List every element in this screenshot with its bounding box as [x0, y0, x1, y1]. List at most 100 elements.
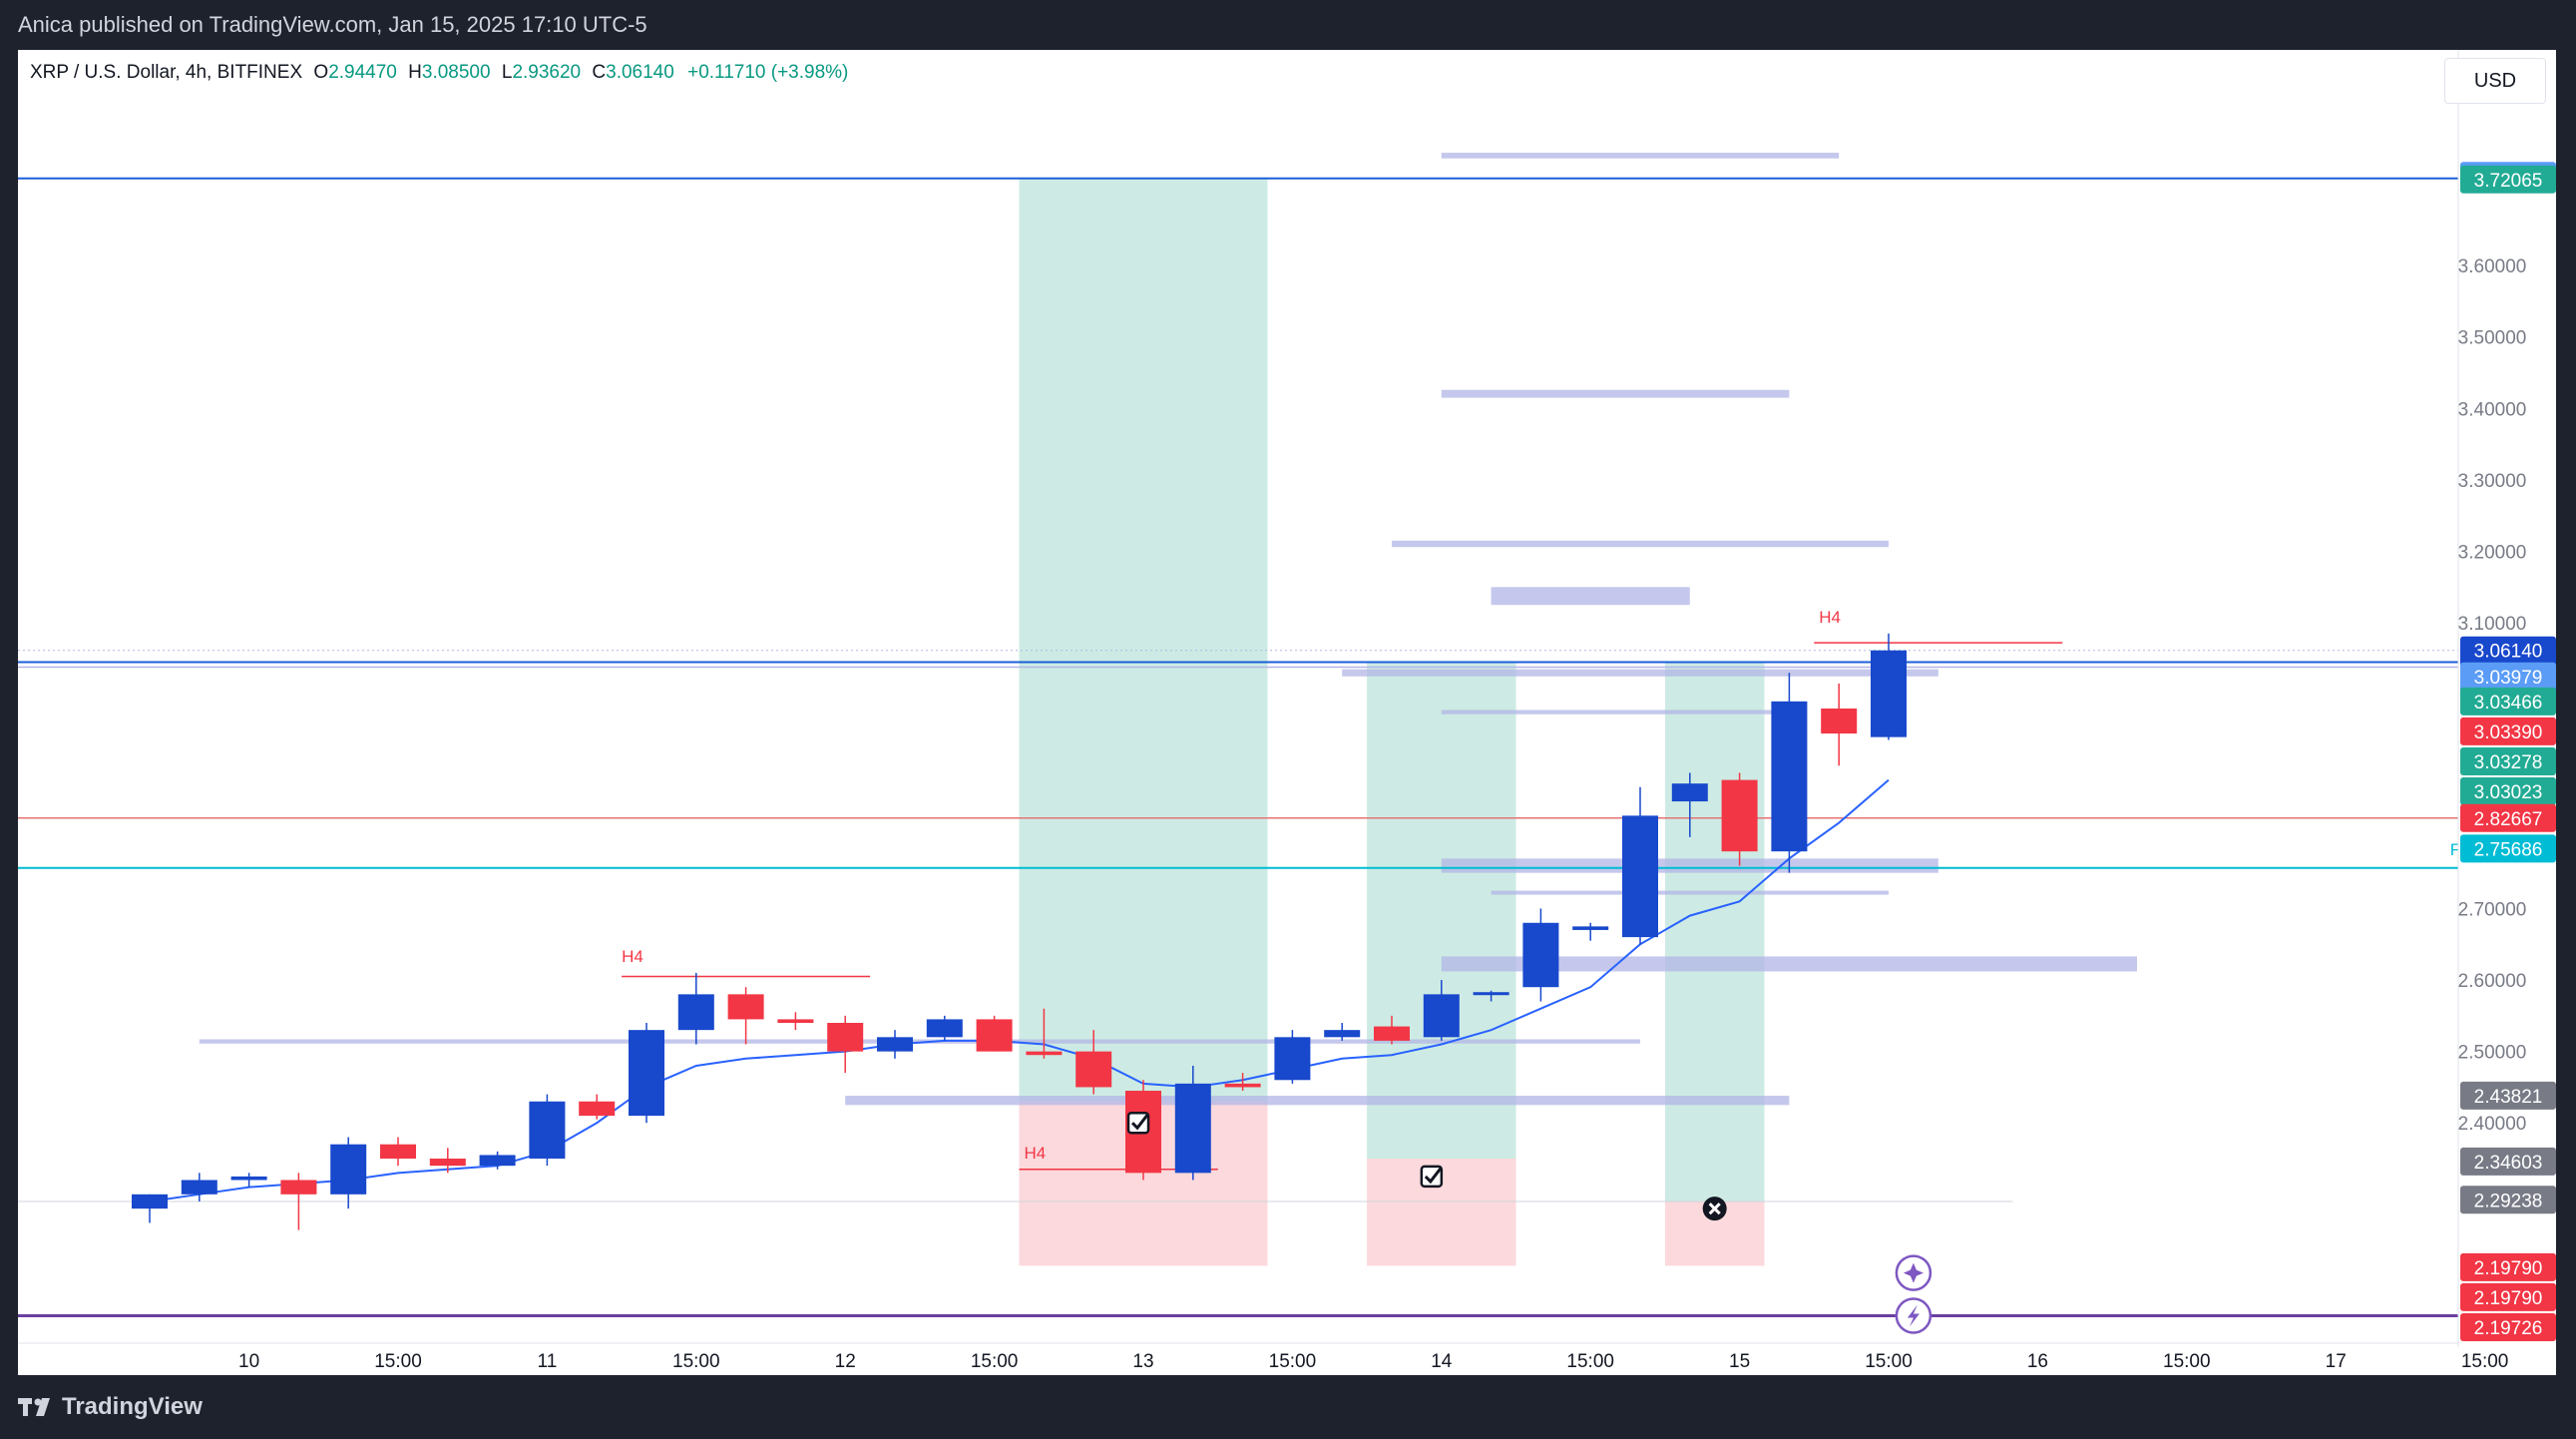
currency-button[interactable]: USD — [2444, 58, 2546, 104]
candle-body — [429, 1159, 466, 1167]
candle-body — [926, 1019, 963, 1038]
candle-body — [479, 1155, 516, 1167]
price-label-value: 2.75686 — [2474, 839, 2543, 860]
candle-body — [1324, 1030, 1361, 1038]
price-label-value: 2.19726 — [2474, 1318, 2543, 1339]
price-tick-label: 3.50000 — [2458, 328, 2527, 349]
candle-body — [330, 1144, 367, 1195]
price-label-box — [2460, 834, 2556, 863]
candle-body — [1522, 922, 1559, 988]
close-value: 3.06140 — [606, 62, 674, 83]
time-tick-label: 10 — [238, 1351, 259, 1372]
candle-body — [827, 1023, 864, 1052]
price-label-value: 3.06140 — [2474, 642, 2543, 663]
high-label: H — [408, 62, 422, 83]
open-label: O — [313, 62, 329, 83]
check-icon — [1130, 1114, 1149, 1131]
price-tick-label: 3.10000 — [2458, 614, 2527, 635]
price-label-box — [2460, 1186, 2556, 1214]
time-tick-label: 11 — [538, 1351, 558, 1372]
candle-body — [677, 994, 714, 1031]
time-tick-label: 15:00 — [971, 1351, 1019, 1372]
price-label-value: 2.82667 — [2474, 809, 2543, 830]
price-tick-label: 3.30000 — [2458, 471, 2527, 492]
price-label-value: 2.19790 — [2474, 1258, 2543, 1279]
price-label-box — [2460, 1252, 2556, 1281]
chart-annotation: H4 — [1819, 608, 1841, 627]
price-label-box — [2460, 1312, 2556, 1341]
position-profit-zone — [1664, 662, 1765, 1201]
annotations-layer: TPTPFib ConfluenceH4H4H4 — [622, 154, 2556, 1334]
footer-bar: TradingView — [0, 1375, 2576, 1439]
candle-body — [976, 1019, 1013, 1052]
time-tick-label: 15:00 — [2461, 1351, 2509, 1372]
price-zone — [1441, 153, 1840, 159]
price-label-box — [2460, 662, 2556, 691]
candle-body — [1473, 992, 1509, 996]
candle-body — [1174, 1083, 1211, 1174]
price-label-box — [2460, 1282, 2556, 1311]
price-tick-label: 2.50000 — [2458, 1043, 2527, 1064]
price-tick-label: 3.20000 — [2458, 543, 2527, 564]
price-label-box — [2460, 717, 2556, 745]
time-tick-label: 15:00 — [2163, 1351, 2211, 1372]
tradingview-logo[interactable]: TradingView — [18, 1375, 203, 1439]
lightning-icon — [1907, 1304, 1920, 1327]
price-label-box — [2460, 803, 2556, 832]
price-zone — [199, 1039, 1640, 1044]
price-label-value: 3.03023 — [2474, 782, 2543, 803]
position-profit-zone — [1019, 178, 1268, 1102]
horizontal-lines-layer — [18, 177, 2458, 1318]
candle-body — [1771, 701, 1808, 852]
publisher-bar: Anica published on TradingView.com, Jan … — [0, 0, 2576, 50]
price-label-value: 3.03390 — [2474, 722, 2543, 743]
low-value: 2.93620 — [512, 62, 582, 83]
candle-body — [1374, 1026, 1410, 1041]
candle-body — [1075, 1051, 1112, 1088]
time-tick-label: 15 — [1729, 1351, 1750, 1372]
price-label-value: 3.72065 — [2474, 171, 2543, 192]
price-label-value: 3.03278 — [2474, 752, 2543, 773]
price-tick-label: 2.70000 — [2458, 899, 2527, 920]
open-value: 2.94470 — [328, 62, 397, 83]
time-axis-layer: 10 15:00 11 15:00 12 15:00 13 15:00 14 15:00 15 15:… — [18, 1342, 2556, 1375]
price-label-box — [2460, 687, 2556, 716]
price-zone — [845, 1096, 1790, 1106]
candle-body — [1224, 1083, 1261, 1088]
symbol-legend: XRP / U.S. Dollar, 4h, BITFINEX O2.94470… — [30, 62, 848, 84]
candle-body — [132, 1194, 168, 1209]
price-zone — [1342, 669, 1938, 677]
price-zone — [1441, 389, 1790, 398]
price-zone — [1441, 858, 1938, 873]
candle-body — [1821, 709, 1858, 734]
time-tick-label: 14 — [1431, 1351, 1453, 1372]
price-tick-label: 2.60000 — [2458, 971, 2527, 992]
position-profit-zone — [1367, 662, 1516, 1160]
candle-body — [529, 1101, 566, 1160]
candles-layer — [132, 633, 1907, 1230]
time-tick-label: 15:00 — [374, 1351, 422, 1372]
chart-annotation: H4 — [622, 947, 644, 966]
high-value: 3.08500 — [421, 62, 491, 83]
candle-body — [380, 1144, 416, 1160]
candle-body — [181, 1180, 217, 1195]
change-value: +0.11710 (+3.98%) — [687, 62, 849, 83]
candle-body — [1274, 1037, 1311, 1081]
check-icon — [1424, 1168, 1443, 1185]
candle-body — [1572, 926, 1609, 930]
time-tick-label: 15:00 — [1566, 1351, 1614, 1372]
candle-body — [1721, 779, 1758, 852]
price-label-value: 3.03466 — [2474, 693, 2543, 714]
candle-body — [230, 1176, 267, 1181]
candle-body — [280, 1180, 317, 1195]
price-axis-layer: 3.60000 3.50000 3.40000 3.30000 3.20000 3.100… — [2457, 50, 2556, 1375]
chart-pane[interactable]: TPTPFib ConfluenceH4H4H4 3.600003.500003… — [18, 50, 2556, 1375]
zones-layer — [199, 153, 2137, 1266]
candlestick-chart[interactable]: TPTPFib ConfluenceH4H4H4 3.600003.500003… — [18, 50, 2556, 1375]
candle-body — [1671, 783, 1708, 802]
price-label-box — [2460, 1081, 2556, 1110]
price-tick-label: 2.40000 — [2458, 1114, 2527, 1135]
time-tick-label: 15:00 — [672, 1351, 720, 1372]
candle-body — [727, 994, 764, 1020]
time-tick-label: 13 — [1132, 1351, 1153, 1372]
